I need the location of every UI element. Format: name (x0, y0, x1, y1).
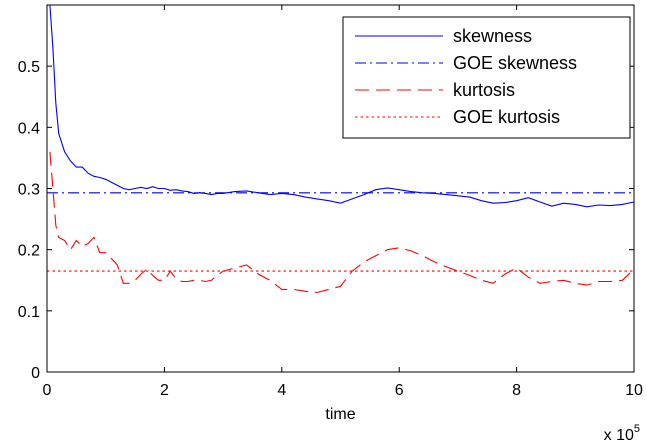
legend-label: kurtosis (453, 80, 515, 100)
y-tick-label: 0.2 (18, 243, 40, 260)
y-tick-label: 0.5 (18, 59, 40, 76)
series-line-kurtosis (49, 151, 634, 294)
legend-box (342, 16, 631, 139)
legend-label: GOE kurtosis (453, 107, 560, 127)
x-tick-label: 6 (395, 382, 404, 399)
series-line-skewness (49, 5, 634, 208)
x-axis-multiplier-exponent: 5 (634, 423, 640, 435)
y-tick-label: 0 (31, 365, 40, 382)
legend-label: skewness (453, 26, 532, 46)
x-axis-multiplier: x 105 (604, 423, 640, 443)
y-tick-label: 0.1 (18, 304, 40, 321)
x-tick-label: 2 (160, 382, 169, 399)
x-tick-label: 0 (43, 382, 52, 399)
legend: skewness GOE skewness kurtosis GOE kurtosis (342, 16, 631, 139)
y-tick-label: 0.4 (18, 120, 40, 137)
x-tick-label: 10 (625, 382, 643, 399)
plot-area (47, 5, 634, 294)
x-tick-label: 8 (512, 382, 521, 399)
axes-frame (46, 4, 635, 373)
x-tick-label: 4 (277, 382, 286, 399)
y-tick-label: 0.3 (18, 182, 40, 199)
x-axis-label: time (325, 406, 355, 423)
legend-label: GOE skewness (453, 53, 577, 73)
